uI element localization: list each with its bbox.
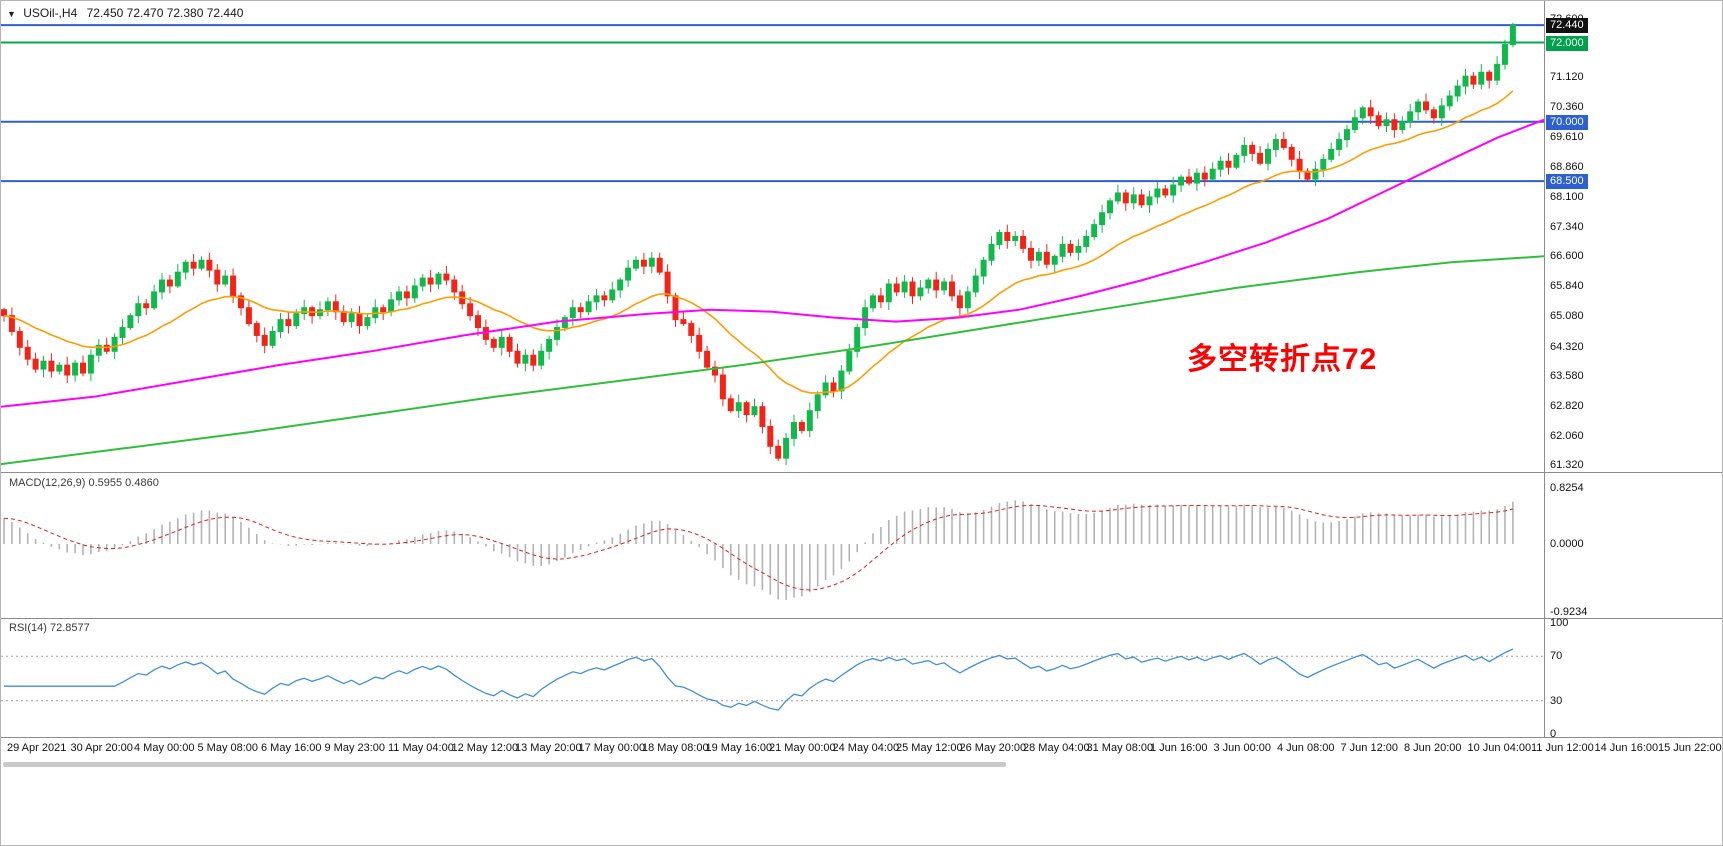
price-tick: 63.580 <box>1550 369 1584 382</box>
time-label: 11 May 04:00 <box>388 742 454 754</box>
main-chart-plot[interactable] <box>1 1 1544 472</box>
indicator-scale-tick: 70 <box>1550 650 1563 663</box>
price-tick: 71.120 <box>1550 71 1584 84</box>
rsi-panel[interactable] <box>1 619 1544 737</box>
time-label: 4 Jun 08:00 <box>1277 742 1335 754</box>
time-label: 25 May 12:00 <box>896 742 963 754</box>
time-label: 19 May 16:00 <box>705 742 773 754</box>
indicator-scale-tick: -0.9234 <box>1550 606 1588 618</box>
time-label: 26 May 20:00 <box>959 742 1027 754</box>
price-tick: 62.820 <box>1550 399 1584 412</box>
indicator-scale-tick: 0.8254 <box>1550 482 1584 494</box>
slow-ma-line <box>1 255 1545 466</box>
price-tick: 61.320 <box>1550 459 1584 472</box>
price-tick: 68.860 <box>1550 160 1584 173</box>
time-label: 29 Apr 2021 <box>7 742 67 754</box>
price-tick: 65.840 <box>1550 280 1584 293</box>
chart-annotation: 多空转折点72 <box>1187 343 1378 376</box>
price-tick: 69.610 <box>1550 131 1584 144</box>
price-tick: 64.320 <box>1550 340 1584 353</box>
indicator-scale-tick: 100 <box>1550 617 1569 629</box>
time-label: 21 May 00:00 <box>769 742 836 754</box>
time-label: 1 Jun 16:00 <box>1150 742 1208 754</box>
horizontal-scrollbar-thumb[interactable] <box>3 762 1006 767</box>
time-label: 9 May 23:00 <box>324 742 386 754</box>
price-tick: 70.360 <box>1550 101 1584 114</box>
ohlc-values: 72.450 72.470 72.380 72.440 <box>86 6 244 20</box>
price-tick: 65.080 <box>1550 310 1584 323</box>
candles-layer <box>1 22 1516 466</box>
price-badge: 72.440 <box>1546 18 1588 34</box>
price-badge: 68.500 <box>1546 174 1588 190</box>
time-label: 15 Jun 22:00 <box>1658 742 1722 754</box>
time-label: 31 May 08:00 <box>1086 742 1154 754</box>
fast-ma-line <box>3 90 1514 394</box>
time-label: 11 Jun 12:00 <box>1531 742 1594 754</box>
price-tick: 68.100 <box>1550 190 1584 203</box>
macd-panel[interactable] <box>1 473 1544 618</box>
horizontal-lines <box>1 24 1544 183</box>
indicator-scale-tick: 30 <box>1550 694 1563 707</box>
chart-title: ▼ USOil-,H4 72.450 72.470 72.380 72.440 <box>7 6 243 20</box>
price-tick: 67.340 <box>1550 221 1584 233</box>
time-label: 5 May 08:00 <box>197 742 259 754</box>
macd-signal-line <box>3 504 1514 591</box>
time-label: 14 Jun 16:00 <box>1594 742 1659 754</box>
macd-label: MACD(12,26,9) 0.5955 0.4860 <box>9 477 159 489</box>
time-label: 6 May 16:00 <box>261 742 322 754</box>
time-label: 13 May 20:00 <box>515 742 582 754</box>
price-badge: 72.000 <box>1546 35 1588 51</box>
price-tick: 62.060 <box>1550 429 1584 442</box>
time-label: 24 May 04:00 <box>832 742 900 754</box>
symbol-period-label: USOil-,H4 <box>23 6 78 20</box>
time-label: 18 May 08:00 <box>642 742 709 754</box>
time-label: 28 May 04:00 <box>1023 742 1090 754</box>
time-label: 12 May 12:00 <box>451 742 519 754</box>
time-label: 10 Jun 04:00 <box>1467 742 1532 754</box>
price-scale-axis[interactable] <box>1544 1 1722 737</box>
time-label: 7 Jun 12:00 <box>1340 742 1399 754</box>
time-label: 17 May 00:00 <box>578 742 646 754</box>
time-scale-axis[interactable] <box>1 737 1722 759</box>
price-badge: 70.000 <box>1546 114 1588 130</box>
mid-ma-line <box>1 118 1545 408</box>
time-label: 4 May 00:00 <box>134 742 195 754</box>
time-label: 3 Jun 00:00 <box>1213 742 1272 754</box>
chevron-down-icon[interactable]: ▼ <box>7 9 16 19</box>
time-label: 8 Jun 20:00 <box>1404 742 1462 754</box>
time-label: 30 Apr 20:00 <box>70 742 133 754</box>
rsi-label: RSI(14) 72.8577 <box>9 622 90 634</box>
indicator-scale-tick: 0 <box>1550 728 1557 740</box>
price-tick: 66.600 <box>1550 250 1584 263</box>
rsi-line <box>4 648 1514 711</box>
macd-histogram <box>3 500 1514 600</box>
indicator-scale-tick: 0.0000 <box>1550 538 1584 550</box>
